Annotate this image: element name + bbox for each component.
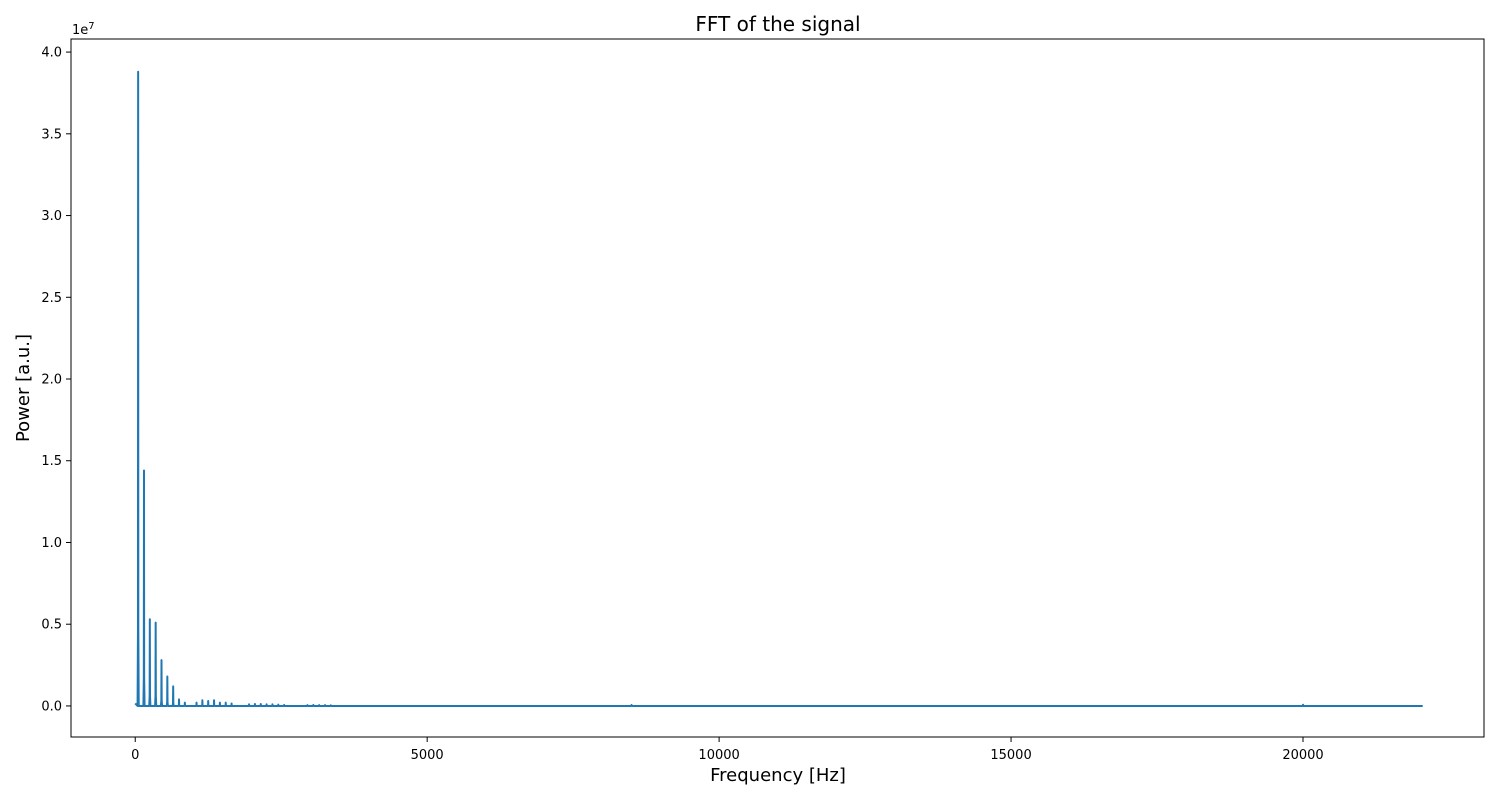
x-tick-label: 10000: [698, 748, 739, 763]
plot-area: [70, 38, 1485, 738]
y-tick-label: 4.0: [41, 46, 62, 61]
y-tick-label: 1.5: [41, 454, 62, 469]
chart-title: FFT of the signal: [695, 12, 860, 36]
y-offset-label: 1e7: [72, 21, 95, 38]
y-tick-label: 2.5: [41, 291, 62, 306]
x-tick-label: 0: [131, 748, 139, 763]
y-tick-label: 0.0: [41, 699, 62, 714]
plot-frame: [70, 38, 1485, 738]
y-tick-label: 3.5: [41, 127, 62, 142]
y-tick-label: 1.0: [41, 536, 62, 551]
y-axis: 0.0 0.5 1.0 1.5 2.0 2.5 3.0 3.5 4.0: [41, 46, 71, 714]
fft-power-line: [134, 70, 1423, 707]
y-offset-exponent: 7: [88, 21, 94, 32]
y-axis-label: Power [a.u.]: [13, 334, 34, 442]
x-tick-label: 20000: [1282, 748, 1323, 763]
x-tick-label: 15000: [990, 748, 1031, 763]
x-axis-label: Frequency [Hz]: [710, 765, 846, 786]
y-tick-label: 2.0: [41, 373, 62, 388]
x-tick-label: 5000: [411, 748, 444, 763]
y-tick-label: 0.5: [41, 618, 62, 633]
y-tick-label: 3.0: [41, 209, 62, 224]
x-axis: 0 5000 10000 15000 20000: [131, 737, 1324, 763]
